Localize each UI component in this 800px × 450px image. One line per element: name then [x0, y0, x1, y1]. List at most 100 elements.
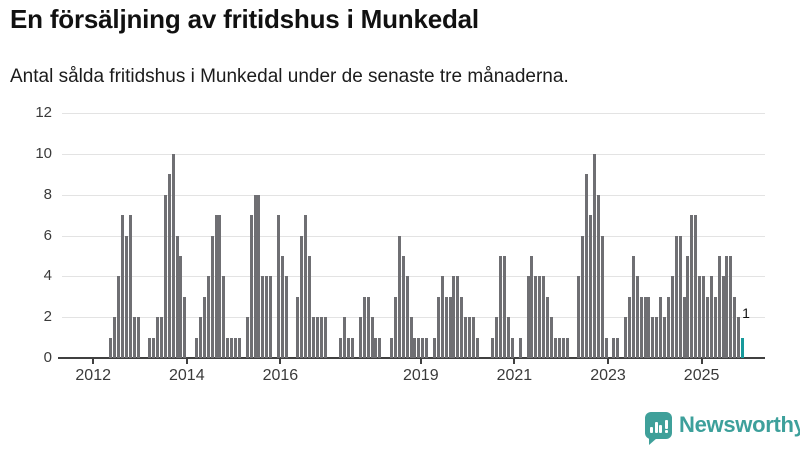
gridline — [62, 194, 765, 196]
bar — [698, 276, 702, 358]
logo-wordmark: Newsworthy — [679, 412, 800, 437]
bar — [721, 276, 725, 358]
bar — [284, 276, 288, 358]
bar — [226, 337, 230, 358]
page-title: En försäljning av fritidshus i Munkedal — [10, 4, 479, 34]
bar — [530, 255, 534, 358]
bar — [156, 317, 160, 358]
bar — [557, 337, 561, 358]
bar — [495, 317, 499, 358]
bar — [276, 215, 280, 358]
bar — [210, 235, 214, 358]
y-axis-tick-label: 8 — [43, 185, 52, 203]
y-axis-tick-label: 6 — [43, 226, 52, 244]
bar — [600, 235, 604, 358]
bar — [378, 337, 382, 358]
x-axis-tick-label: 2016 — [262, 367, 299, 384]
bar — [347, 337, 351, 358]
bar — [132, 317, 136, 358]
bar — [659, 296, 663, 358]
bar — [152, 337, 156, 358]
bar — [674, 235, 678, 358]
bar — [542, 276, 546, 358]
bar — [647, 296, 651, 358]
gridline — [62, 153, 765, 155]
bar — [195, 337, 199, 358]
bar — [616, 337, 620, 358]
bar — [631, 255, 635, 358]
bar — [417, 337, 421, 358]
bar — [456, 276, 460, 358]
bar — [319, 317, 323, 358]
gridline — [62, 276, 765, 278]
bar — [113, 317, 117, 358]
bar — [464, 317, 468, 358]
bar — [425, 337, 429, 358]
bar — [245, 317, 249, 358]
bar — [175, 235, 179, 358]
bar — [269, 276, 273, 358]
highlighted-latest-bar — [741, 337, 745, 358]
bar — [627, 296, 631, 358]
bar — [733, 296, 737, 358]
y-axis-tick-label: 12 — [35, 104, 52, 121]
bar — [308, 255, 312, 358]
x-axis-line — [58, 357, 765, 359]
bar — [339, 337, 343, 358]
bar — [393, 296, 397, 358]
bar — [183, 296, 187, 358]
bar — [198, 317, 202, 358]
bar — [709, 276, 713, 358]
x-axis-tick-mark — [279, 359, 282, 364]
bar — [639, 296, 643, 358]
bar — [491, 337, 495, 358]
x-axis-tick-label: 2012 — [75, 367, 111, 384]
bar — [702, 276, 706, 358]
bar — [518, 337, 522, 358]
bar — [729, 255, 733, 358]
latest-value-label: 1 — [742, 304, 750, 321]
bar — [358, 317, 362, 358]
bar — [717, 255, 721, 358]
x-axis-tick-label: 2023 — [590, 367, 626, 384]
bar — [452, 276, 456, 358]
x-axis-tick-label: 2014 — [169, 367, 205, 384]
bar — [257, 194, 261, 358]
bar — [670, 276, 674, 358]
bar — [682, 296, 686, 358]
bar — [596, 194, 600, 358]
x-axis-tick-mark — [700, 359, 703, 364]
bar — [214, 215, 218, 358]
bar — [666, 296, 670, 358]
y-axis-tick-label: 4 — [43, 267, 52, 285]
bar — [440, 276, 444, 358]
bar — [370, 317, 374, 358]
bar — [588, 215, 592, 358]
bar — [678, 235, 682, 358]
chart-subtitle: Antal sålda fritidshus i Munkedal under … — [10, 66, 569, 87]
bar — [585, 174, 589, 358]
bar — [280, 255, 284, 358]
gridline — [62, 235, 765, 237]
bar — [534, 276, 538, 358]
bar — [222, 276, 226, 358]
bar — [390, 337, 394, 358]
bar — [109, 337, 113, 358]
bar — [362, 296, 366, 358]
bar — [471, 317, 475, 358]
x-axis-tick-label: 2021 — [496, 367, 533, 384]
bar — [253, 194, 257, 358]
bar — [128, 215, 132, 358]
bar — [323, 317, 327, 358]
bar — [526, 276, 530, 358]
bar — [460, 296, 464, 358]
bar — [296, 296, 300, 358]
bar — [655, 317, 659, 358]
bar — [343, 317, 347, 358]
bar — [663, 317, 667, 358]
bar — [312, 317, 316, 358]
bar — [374, 337, 378, 358]
bar — [737, 317, 741, 358]
bar — [366, 296, 370, 358]
bar — [120, 215, 124, 358]
